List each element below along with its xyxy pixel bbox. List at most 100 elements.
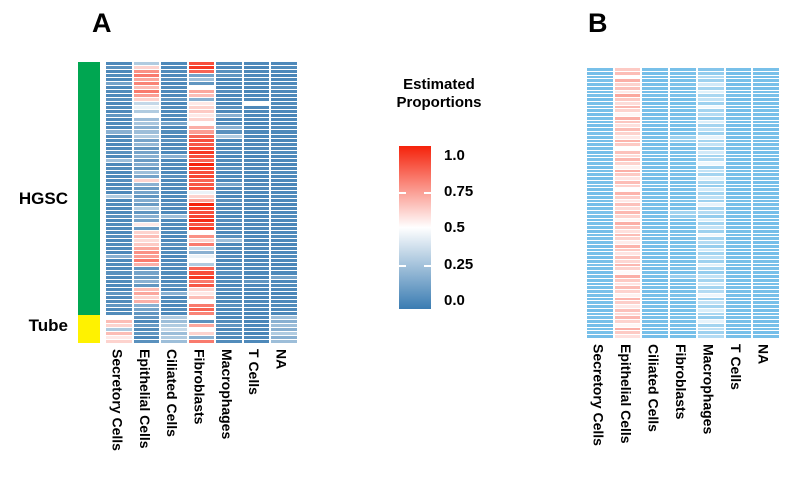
heatmap-cell	[216, 231, 242, 235]
heatmap-cell	[725, 71, 752, 75]
heatmap-cell	[271, 90, 297, 94]
heatmap-cell	[188, 202, 215, 207]
heatmap-cell	[133, 82, 160, 86]
heatmap-cell	[670, 263, 696, 267]
heatmap-cell	[642, 327, 669, 331]
heatmap-cell	[614, 195, 641, 199]
heatmap-cell	[133, 255, 160, 259]
heatmap-cell	[614, 316, 641, 320]
heatmap-cell	[614, 86, 641, 90]
heatmap-cell	[642, 154, 669, 158]
heatmap-cell	[670, 165, 696, 169]
heatmap-cell	[243, 150, 270, 154]
heatmap-cell	[614, 180, 641, 184]
heatmap-cell	[587, 327, 613, 331]
heatmap-cell	[133, 223, 160, 227]
heatmap-cell	[587, 120, 613, 124]
heatmap-cell	[697, 263, 724, 267]
heatmap-cell	[697, 184, 724, 188]
heatmap-cell	[133, 198, 160, 202]
heatmap-cell	[271, 134, 297, 138]
heatmap-cell	[753, 271, 779, 274]
heatmap-cell	[106, 287, 132, 291]
heatmap-cell	[133, 263, 160, 267]
heatmap-cell	[271, 142, 297, 146]
heatmap-cell	[216, 82, 242, 86]
heatmap-cell	[642, 184, 669, 188]
heatmap-cell	[161, 319, 187, 323]
heatmap-cell	[216, 190, 242, 194]
heatmap-cell	[614, 128, 641, 131]
heatmap-cell	[271, 211, 297, 215]
heatmap-cell	[753, 75, 779, 79]
heatmap-cell	[271, 130, 297, 134]
heatmap-cell	[133, 102, 160, 106]
heatmap-cell	[106, 215, 132, 219]
heatmap-cell	[587, 267, 613, 271]
heatmap-cell	[161, 283, 187, 287]
heatmap-cell	[188, 211, 215, 215]
heatmap-cell	[614, 226, 641, 229]
heatmap-cell	[587, 184, 613, 188]
heatmap-cell	[271, 263, 297, 267]
heatmap-cell	[133, 235, 160, 239]
heatmap-cell	[725, 207, 752, 211]
heatmap-cell	[725, 109, 752, 113]
heatmap-cell	[216, 331, 242, 335]
heatmap-cell	[725, 248, 752, 252]
heatmap-cell	[587, 177, 613, 180]
heatmap-cell	[670, 237, 696, 241]
heatmap-cell	[243, 198, 270, 202]
heatmap-cell	[188, 166, 215, 170]
heatmap-cell	[587, 154, 613, 158]
heatmap-cell	[697, 131, 724, 135]
heatmap-cell	[670, 218, 696, 222]
heatmap-cell	[133, 142, 160, 146]
heatmap-cell	[106, 315, 132, 319]
heatmap-cell	[587, 105, 613, 109]
heatmap-cell	[753, 335, 779, 338]
heatmap-cell	[725, 173, 752, 177]
heatmap-cell	[106, 283, 132, 287]
heatmap-cell	[642, 286, 669, 290]
heatmap-cell	[642, 259, 669, 263]
heatmap-cell	[133, 259, 160, 263]
heatmap-cell	[725, 75, 752, 79]
heatmap-cell	[587, 308, 613, 312]
heatmap-cell	[271, 174, 297, 178]
heatmap-cell	[271, 74, 297, 78]
heatmap-cell	[725, 286, 752, 290]
heatmap-cell	[614, 94, 641, 98]
heatmap-cell	[106, 323, 132, 327]
heatmap-cell	[188, 263, 215, 267]
legend-tick-notch	[399, 265, 406, 267]
heatmap-cell	[188, 66, 215, 70]
heatmap-cell	[243, 303, 270, 307]
heatmap-cell	[670, 169, 696, 173]
heatmap-cell	[697, 248, 724, 252]
heatmap-cell	[133, 251, 160, 255]
heatmap-cell	[697, 120, 724, 124]
heatmap-cell	[670, 128, 696, 131]
heatmap-cell	[106, 303, 132, 307]
heatmap-cell	[243, 174, 270, 178]
heatmap-cell	[725, 290, 752, 293]
heatmap-cell	[133, 239, 160, 243]
heatmap-cell	[161, 114, 187, 118]
heatmap-cell	[725, 335, 752, 338]
heatmap-cell	[188, 251, 215, 255]
heatmap-cell	[642, 116, 669, 120]
heatmap-cell	[243, 66, 270, 70]
heatmap-cell	[271, 255, 297, 259]
heatmap-cell	[106, 114, 132, 118]
heatmap-cell	[614, 113, 641, 116]
heatmap-cell	[753, 323, 779, 327]
heatmap-cell	[243, 287, 270, 291]
heatmap-cell	[697, 305, 724, 308]
heatmap-cell	[133, 283, 160, 287]
heatmap-cell	[188, 275, 215, 279]
heatmap-cell	[243, 235, 270, 239]
heatmap-cell	[642, 75, 669, 79]
heatmap-cell	[725, 252, 752, 256]
heatmap-cell	[697, 275, 724, 278]
